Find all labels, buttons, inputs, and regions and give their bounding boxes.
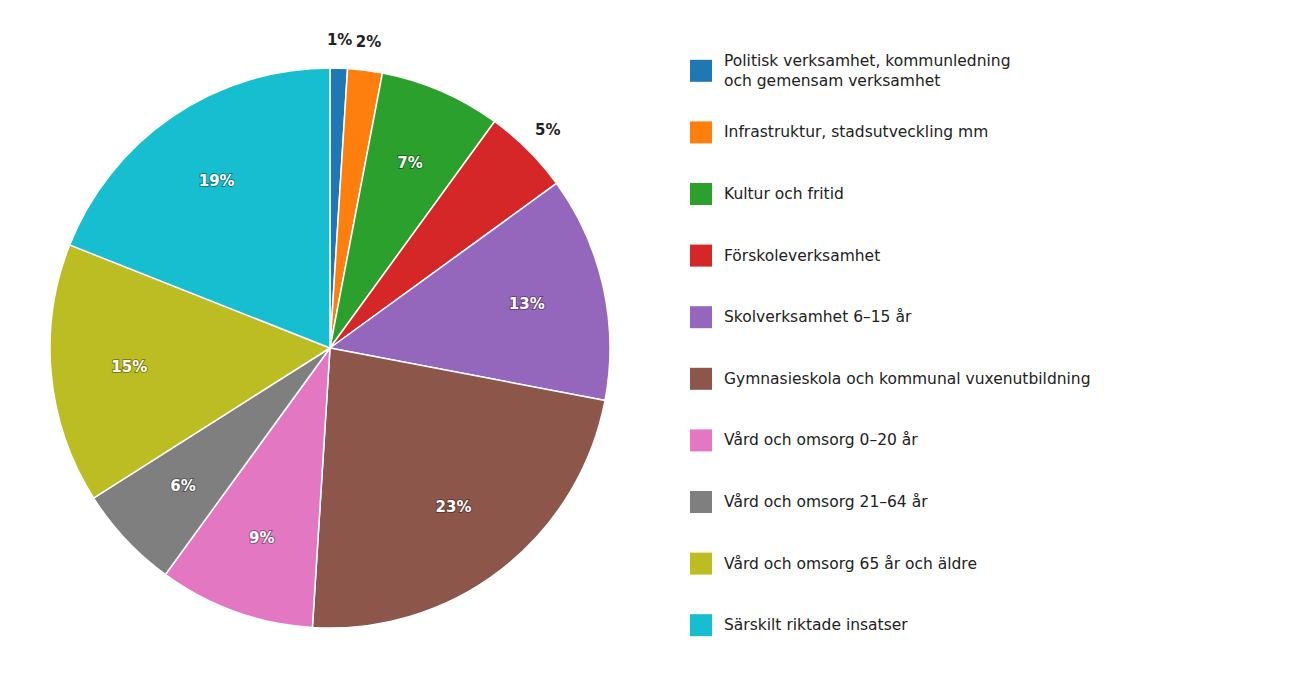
legend-label: Vård och omsorg 21–64 år — [724, 493, 928, 511]
pie — [50, 68, 610, 628]
legend-label: Vård och omsorg 65 år och äldre — [724, 555, 977, 573]
data-label: 1% — [327, 31, 352, 49]
data-label: 15% — [111, 358, 147, 376]
legend-swatch — [690, 306, 712, 328]
legend-swatch — [690, 183, 712, 205]
legend-swatch — [690, 368, 712, 390]
legend-label: Skolverksamhet 6–15 år — [724, 308, 912, 326]
data-label: 13% — [509, 295, 545, 313]
data-label: 9% — [249, 529, 274, 547]
legend-label: Infrastruktur, stadsutveckling mm — [724, 123, 988, 141]
legend-label: Förskoleverksamhet — [724, 247, 880, 265]
legend-label: Särskilt riktade insatser — [724, 616, 908, 634]
legend-label: Kultur och fritid — [724, 185, 844, 203]
data-label: 5% — [535, 121, 560, 139]
data-label: 2% — [356, 33, 381, 51]
chart: 1%2% 7% 5% 13% 23% 9% 6% 15% 19% Politisk verksam… — [0, 0, 1314, 696]
legend-swatch — [690, 429, 712, 451]
data-label: 6% — [170, 477, 195, 495]
legend-swatch — [690, 121, 712, 143]
legend-label: Gymnasieskola och kommunal vuxenutbildni… — [724, 370, 1091, 388]
data-label: 19% — [199, 172, 235, 190]
pie-slice — [70, 68, 330, 348]
legend-label: Vård och omsorg 0–20 år — [724, 431, 918, 449]
legend-swatch — [690, 245, 712, 267]
legend-label: Politisk verksamhet, kommunledningoch ge… — [724, 52, 1011, 90]
legend-swatch — [690, 491, 712, 513]
data-label: 7% — [397, 154, 422, 172]
legend: Politisk verksamhet, kommunledningoch ge… — [690, 52, 1091, 636]
data-label: 23% — [436, 498, 472, 516]
legend-swatch — [690, 60, 712, 82]
legend-swatch — [690, 553, 712, 575]
pie-slice — [312, 348, 605, 628]
chart-container: 1%2% 7% 5% 13% 23% 9% 6% 15% 19% Politisk verksam… — [0, 0, 1314, 696]
legend-swatch — [690, 614, 712, 636]
pie-labels: 1%2% 7% 5% 13% 23% 9% 6% 15% 19% — [111, 31, 560, 547]
